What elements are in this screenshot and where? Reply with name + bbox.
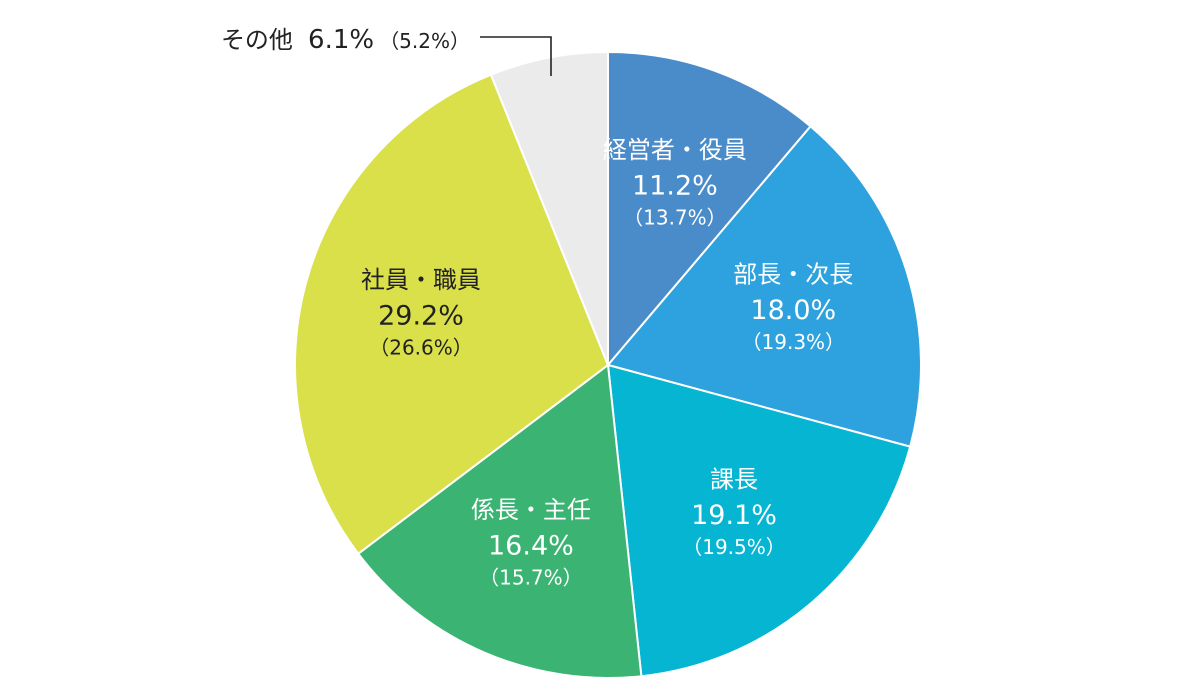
pie-slice-0 [607, 50, 812, 368]
other-label-value: 6.1% [308, 25, 374, 55]
pie-slice-1 [606, 124, 922, 448]
other-label-name: その他 [221, 26, 293, 54]
slice-2-name-label: 課長 [710, 466, 758, 494]
pie-slice-4 [294, 73, 610, 556]
pie-slice-2 [606, 363, 912, 678]
pie-slices [294, 50, 922, 679]
other-callout: その他 6.1% （5.2%） [221, 25, 552, 76]
slice-1-name-label: 部長・次長 [733, 260, 853, 288]
other-leader-line [480, 36, 552, 76]
slice-0-previous-label: （13.7%） [623, 205, 727, 229]
pie-slice-5 [489, 50, 609, 366]
slice-4-previous-label: （26.6%） [369, 336, 473, 360]
slice-1-previous-label: （19.3%） [742, 330, 846, 354]
slice-0-value-label: 11.2% [632, 170, 718, 201]
slice-1-value-label: 18.0% [750, 295, 836, 326]
other-callout-label: その他 6.1% （5.2%） [221, 25, 470, 55]
slice-2-value-label: 19.1% [691, 500, 777, 531]
other-label-previous: （5.2%） [379, 29, 470, 53]
slice-3-name-label: 係長・主任 [471, 496, 591, 524]
slice-0-name-label: 経営者・役員 [603, 136, 747, 164]
pie-labels: 経営者・役員 11.2% （13.7%） 部長・次長 18.0% （19.3%） 課長 19.… [361, 136, 853, 590]
pie-slice-3 [356, 363, 643, 679]
slice-3-previous-label: （15.7%） [479, 566, 583, 590]
slice-2-previous-label: （19.5%） [682, 535, 786, 559]
slice-4-value-label: 29.2% [378, 301, 464, 332]
slice-4-name-label: 社員・職員 [361, 266, 481, 294]
slice-3-value-label: 16.4% [488, 531, 574, 562]
